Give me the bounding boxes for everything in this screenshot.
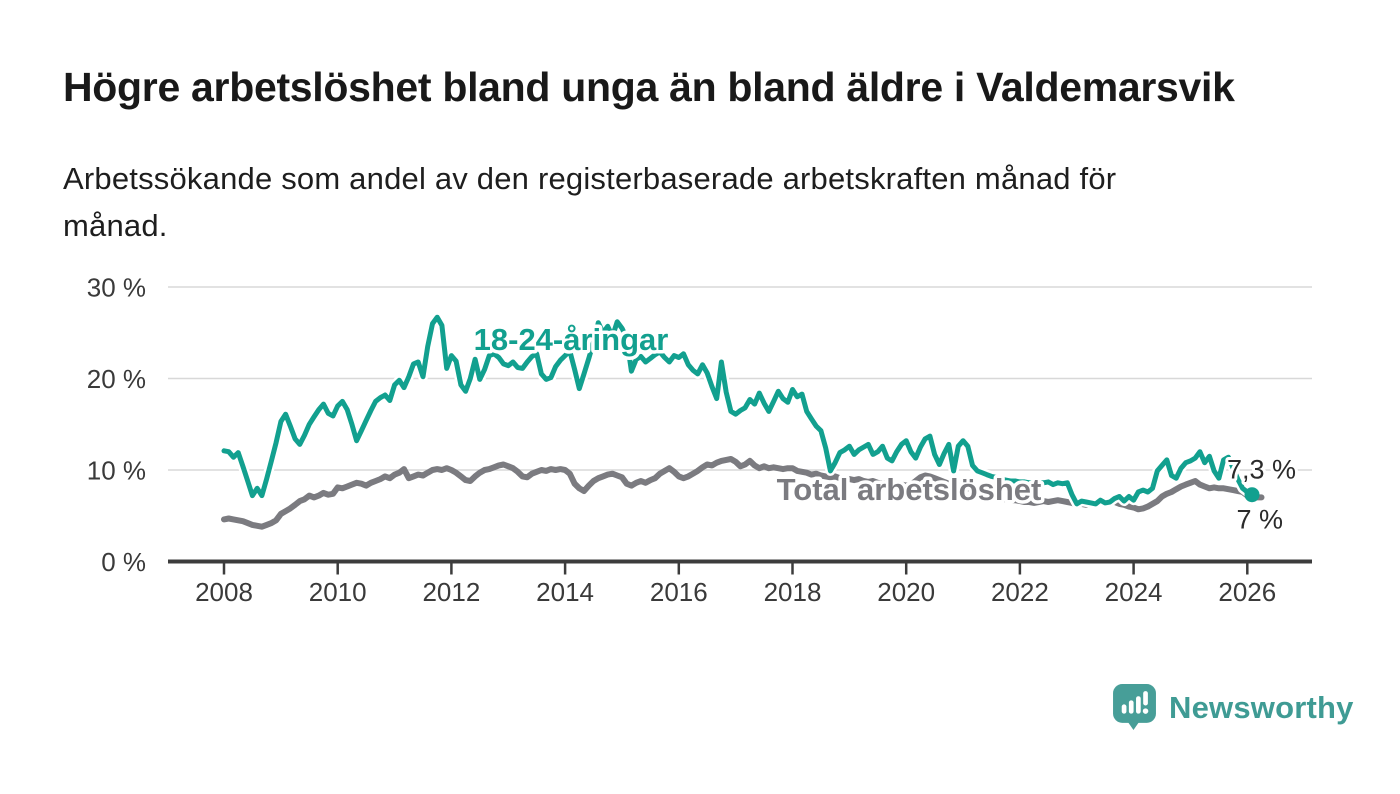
end-value-label-total: 7 % (1237, 505, 1284, 535)
y-tick-label: 30 % (87, 273, 146, 303)
line-total-arbetsloshet (221, 456, 1265, 530)
chart-subtitle: Arbetssökande som andel av den registerb… (63, 161, 1117, 243)
series-lines (219, 312, 1265, 530)
x-tick-label: 2020 (877, 577, 935, 607)
y-tick-label: 20 % (87, 364, 146, 394)
x-tick-label: 2016 (650, 577, 708, 607)
line-18-24-aringar (221, 314, 1255, 507)
newsworthy-logo-text: Newsworthy (1169, 689, 1354, 725)
y-tick-label: 10 % (87, 456, 146, 486)
x-tick-label: 2022 (991, 577, 1049, 607)
chart-title: Högre arbetslöshet bland unga än bland ä… (63, 64, 1235, 110)
x-tick-label: 2024 (1105, 577, 1163, 607)
x-axis (168, 559, 1312, 575)
x-tick-label: 2026 (1218, 577, 1276, 607)
x-tick-label: 2018 (764, 577, 822, 607)
x-tick-label: 2012 (422, 577, 480, 607)
x-tick-label: 2014 (536, 577, 594, 607)
x-tick-label: 2010 (309, 577, 367, 607)
y-tick-label: 0 % (101, 547, 146, 577)
series-label-young: 18-24-åringar (474, 322, 669, 357)
newsworthy-logo-icon (1113, 684, 1156, 730)
axis-tick-labels: 0 % 10 % 20 % 30 % 2008 2010 2012 2014 2016 2018 2… (87, 273, 1276, 608)
series-end-dot (1244, 487, 1260, 503)
x-tick-label: 2008 (195, 577, 253, 607)
end-value-label-young: 7,3 % (1227, 455, 1296, 485)
series-label-total: Total arbetslöshet (777, 472, 1042, 507)
newsworthy-logo[interactable]: Newsworthy (1113, 684, 1354, 731)
y-gridlines (168, 286, 1312, 471)
